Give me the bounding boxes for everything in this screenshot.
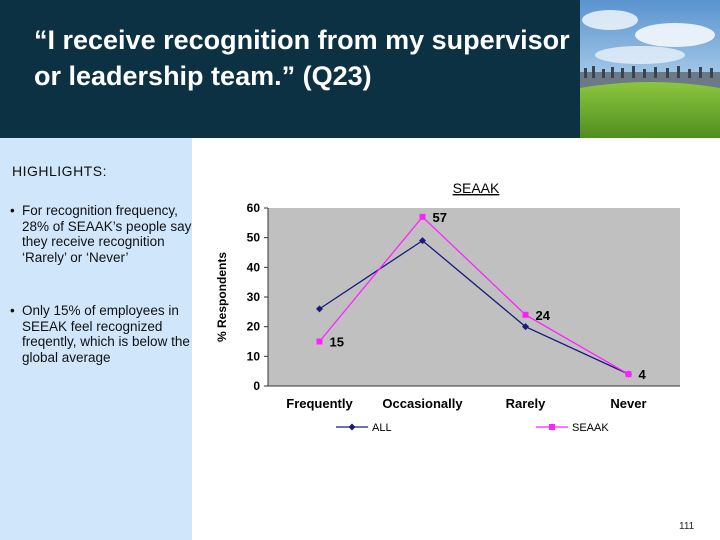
x-tick-label: Frequently (286, 396, 353, 411)
title-banner: “I receive recognition from my superviso… (0, 0, 720, 138)
legend-label: SEAAK (572, 422, 609, 434)
highlight-text: Only 15% of employees in SEEAK feel reco… (22, 303, 190, 365)
x-tick-label: Never (610, 396, 646, 411)
legend-marker (549, 424, 555, 430)
line-chart: SEAAK % Respondents 0 10 20 30 40 50 60 Freque… (215, 180, 680, 434)
legend-label: ALL (372, 422, 392, 434)
highlights-sidebar (0, 138, 192, 540)
highlight-bullet: • For recognition frequency, 28% of SEAA… (10, 203, 198, 265)
chart-title: SEAAK (453, 180, 500, 196)
bullet-marker: • (10, 303, 15, 318)
data-label: 4 (639, 367, 647, 382)
highlight-text: For recognition frequency, 28% of SEAAK’… (22, 203, 192, 265)
data-point-seaak (316, 338, 323, 345)
highlight-bullet: • Only 15% of employees in SEEAK feel re… (10, 303, 198, 365)
bullet-marker: • (10, 203, 15, 218)
slide-title: “I receive recognition from my superviso… (34, 25, 570, 91)
data-label: 15 (330, 335, 344, 350)
highlights-heading: HIGHLIGHTS: (12, 163, 107, 179)
series-line-all (319, 239, 629, 375)
y-tick-label: 60 (247, 201, 261, 215)
y-tick-label: 40 (247, 260, 261, 274)
data-point-seaak (419, 213, 426, 220)
legend-marker (348, 423, 356, 431)
plot-area (268, 208, 680, 386)
data-point-all (419, 237, 426, 245)
data-point-all (522, 323, 529, 331)
chart-legend: ALL SEAAK (336, 422, 609, 434)
y-tick-group: 0 10 20 30 40 50 60 (247, 201, 268, 393)
y-axis-label: % Respondents (215, 252, 229, 342)
y-tick-label: 30 (247, 290, 261, 304)
y-tick-label: 20 (247, 320, 261, 334)
y-tick-label: 50 (247, 231, 261, 245)
data-point-all (316, 305, 323, 313)
data-point-seaak (522, 311, 529, 318)
series-group: 15 57 24 4 (316, 210, 647, 382)
y-tick-label: 10 (247, 349, 261, 363)
page-number: 111 (679, 521, 695, 532)
x-tick-label: Occasionally (382, 396, 463, 411)
y-tick-label: 0 (253, 379, 260, 393)
data-label: 57 (433, 210, 447, 225)
crowd-on-hill-photo (580, 0, 720, 138)
x-tick-label: Rarely (506, 396, 547, 411)
x-tick-group: Frequently Occasionally Rarely Never (286, 396, 646, 411)
data-label: 24 (536, 308, 551, 323)
series-line-seaak (318, 215, 629, 375)
data-point-seaak (625, 371, 632, 378)
